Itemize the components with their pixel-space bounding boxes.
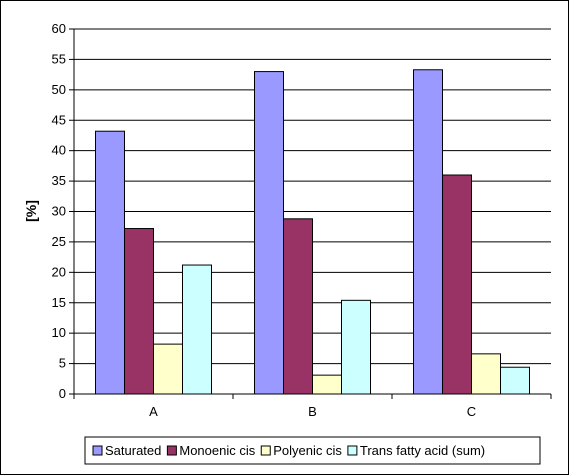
legend-swatch bbox=[260, 445, 271, 456]
y-tick-label: 35 bbox=[52, 173, 66, 188]
y-tick-label: 5 bbox=[59, 356, 66, 371]
legend-label: Polyenic cis bbox=[273, 443, 342, 458]
legend-label: Trans fatty acid (sum) bbox=[360, 443, 485, 458]
legend-box bbox=[84, 436, 541, 465]
bar-monoenic-cis bbox=[124, 228, 154, 395]
y-tick-label: 40 bbox=[52, 143, 66, 158]
y-tick-label: 60 bbox=[52, 21, 66, 36]
axes: 0 5 10 15 20 25 30 35 40 45 50 55 60 A B C bbox=[52, 21, 552, 419]
y-tick-label: 50 bbox=[52, 82, 66, 97]
bar-polyenic-cis bbox=[312, 374, 342, 395]
y-tick-label: 10 bbox=[52, 325, 66, 340]
bar-trans-fatty-acid-sum bbox=[341, 299, 371, 395]
y-tick-label: 20 bbox=[52, 264, 66, 279]
y-tick-label: 0 bbox=[59, 386, 66, 401]
bar-trans-fatty-acid-sum bbox=[500, 366, 530, 395]
bar-polyenic-cis bbox=[471, 353, 501, 395]
y-tick-label: 30 bbox=[52, 204, 66, 219]
x-tick-label: C bbox=[467, 404, 476, 419]
bars bbox=[95, 69, 530, 395]
bar-saturated bbox=[413, 69, 443, 395]
bar-trans-fatty-acid-sum bbox=[182, 264, 212, 395]
bar-saturated bbox=[95, 130, 125, 395]
legend: Saturated Monoenic cis Polyenic cis Trans f… bbox=[84, 436, 541, 465]
legend-swatch bbox=[347, 445, 358, 456]
y-axis-label: [%] bbox=[23, 200, 39, 222]
bar-saturated bbox=[254, 71, 284, 395]
legend-swatch bbox=[166, 445, 177, 456]
legend-label: Saturated bbox=[105, 443, 161, 458]
bar-monoenic-cis bbox=[442, 174, 472, 395]
y-tick-label: 25 bbox=[52, 234, 66, 249]
y-tick-label: 45 bbox=[52, 112, 66, 127]
x-tick-label: B bbox=[308, 404, 317, 419]
y-tick-label: 55 bbox=[52, 51, 66, 66]
legend-swatch bbox=[92, 445, 103, 456]
legend-label: Monoenic cis bbox=[179, 443, 255, 458]
y-tick-label: 15 bbox=[52, 295, 66, 310]
x-tick-label: A bbox=[149, 404, 158, 419]
bar-polyenic-cis bbox=[153, 343, 183, 395]
bar-monoenic-cis bbox=[283, 218, 313, 395]
